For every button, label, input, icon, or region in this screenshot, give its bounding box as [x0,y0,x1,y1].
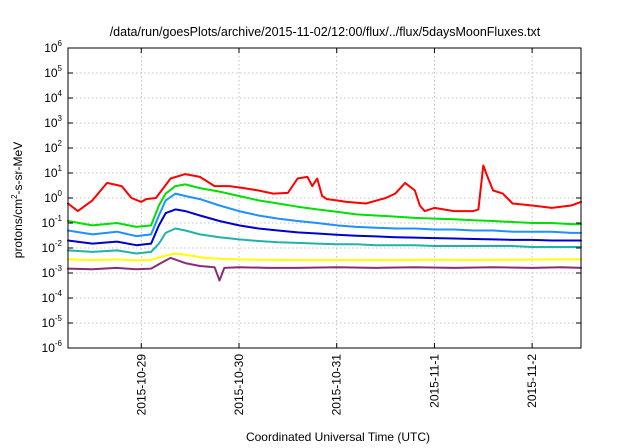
y-tick-exponent: 3 [58,114,63,123]
y-tick-base: 10 [44,116,58,130]
y-tick-base: 10 [44,41,58,55]
y-tick-label: 100 [44,189,62,205]
y-tick-exponent: 5 [58,64,63,73]
y-tick-label: 103 [44,114,62,130]
y-tick-label: 102 [44,139,62,155]
y-tick-base: 10 [42,266,56,280]
y-tick-label: 10-1 [42,214,63,230]
series-layer [67,164,582,282]
series-line-3 [67,192,582,238]
y-tick-base: 10 [42,216,56,230]
y-tick-label: 10-4 [42,289,63,305]
y-tick-exponent: 1 [58,164,63,173]
y-tick-label: 106 [44,39,62,55]
x-tick-labels: 2015-10-29 2015-10-30 2015-10-31 2015-11-1 2… [134,354,539,416]
y-tick-exponent: -3 [55,264,63,273]
series-line-4 [67,208,582,247]
y-axis-label-sup: 2 [10,194,19,199]
y-tick-base: 10 [42,241,56,255]
y-tick-label: 10-2 [42,239,63,255]
y-axis-label-base: protons/cm [11,199,25,258]
y-axis-label: protons/cm2-s-sr-MeV [10,142,25,258]
y-tick-label: 10-3 [42,264,63,280]
series-line-6 [67,252,582,262]
y-tick-base: 10 [44,191,58,205]
y-tick-exponent: 6 [58,39,63,48]
series-line-2 [67,183,582,228]
y-tick-labels: 10-610-510-410-310-210-11001011021031041… [42,39,63,355]
series-line-7 [67,256,582,282]
y-tick-base: 10 [42,291,56,305]
y-axis-label-rest: -s-sr-MeV [11,142,25,195]
tick-layer [68,47,581,349]
y-tick-exponent: 4 [58,89,63,98]
series-line-1 [67,164,582,213]
x-tick-label: 2015-11-1 [427,354,441,408]
y-tick-base: 10 [44,166,58,180]
y-tick-label: 10-5 [42,314,63,330]
y-tick-exponent: -1 [55,214,63,223]
y-tick-base: 10 [42,316,56,330]
series-line-5 [67,227,582,255]
y-tick-exponent: -2 [55,239,63,248]
y-tick-exponent: 0 [58,189,63,198]
x-tick-label: 2015-11-2 [525,354,539,408]
x-axis-label: Coordinated Universal Time (UTC) [246,430,430,444]
y-tick-label: 104 [44,89,62,105]
y-tick-exponent: 2 [58,139,63,148]
y-tick-base: 10 [42,341,56,355]
y-tick-exponent: -6 [55,339,63,348]
y-tick-base: 10 [44,91,58,105]
x-tick-label: 2015-10-29 [134,354,148,416]
chart-title: /data/run/goesPlots/archive/2015-11-02/1… [110,25,541,39]
x-tick-label: 2015-10-31 [330,354,344,416]
y-tick-exponent: -5 [55,314,63,323]
y-tick-exponent: -4 [55,289,63,298]
y-tick-base: 10 [44,141,58,155]
y-tick-label: 105 [44,64,62,80]
y-tick-base: 10 [44,66,58,80]
y-tick-label: 101 [44,164,62,180]
y-tick-label: 10-6 [42,339,63,355]
x-tick-label: 2015-10-30 [232,354,246,416]
